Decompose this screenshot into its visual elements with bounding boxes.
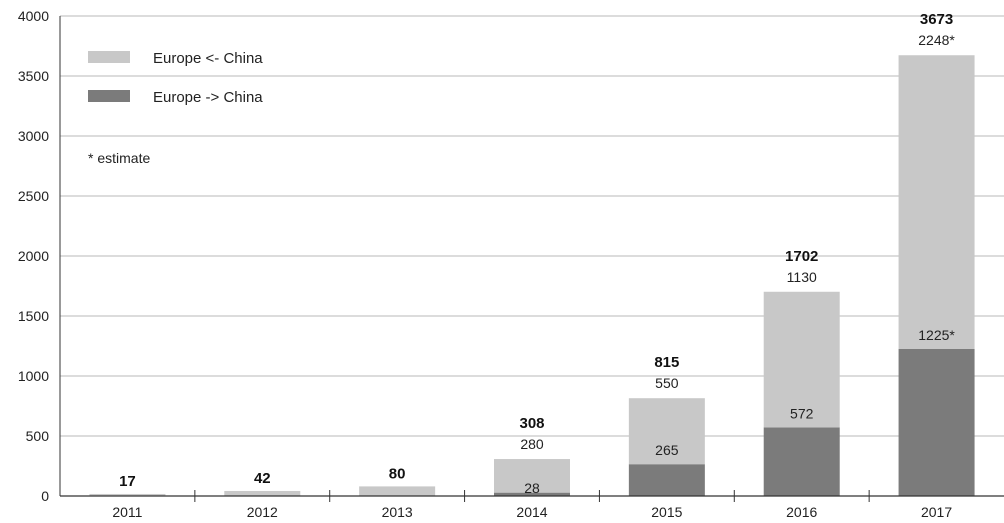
gridlines — [60, 15, 1004, 437]
legend-label-europe-from-china: Europe <- China — [153, 50, 263, 67]
bar-europe-from-china-2016 — [763, 291, 840, 428]
y-tick-label-3000: 3000 — [18, 128, 49, 144]
value-label-europe-to-china-2016: 572 — [790, 405, 814, 421]
y-tick-label-2500: 2500 — [18, 188, 49, 204]
value-label-europe-from-china-2014: 280 — [520, 436, 544, 452]
x-tick-label-2015: 2015 — [651, 504, 682, 520]
total-label-2015: 815 — [654, 354, 679, 371]
axes: 0 500 1000 1500 2000 2500 3000 3500 4000 2011 2012… — [18, 8, 1004, 520]
data-labels: 17 42 80 308 280 28 815 550 265 1702 1130 572 3673 22… — [119, 11, 955, 496]
total-label-2011: 17 — [119, 473, 136, 490]
y-tick-label-4000: 4000 — [18, 8, 49, 24]
y-tick-label-1500: 1500 — [18, 308, 49, 324]
x-tick-label-2016: 2016 — [786, 504, 817, 520]
estimate-note: * estimate — [88, 150, 150, 166]
y-tick-label-2000: 2000 — [18, 248, 49, 264]
x-tick-label-2011: 2011 — [112, 504, 142, 520]
bar-europe-to-china-2017 — [898, 349, 975, 496]
y-tick-label-1000: 1000 — [18, 368, 49, 384]
bar-europe-from-china-2014 — [494, 459, 570, 493]
total-label-2012: 42 — [254, 470, 271, 487]
value-label-europe-from-china-2015: 550 — [655, 375, 679, 391]
bar-europe-to-china-2016 — [763, 427, 840, 496]
total-label-2016: 1702 — [785, 248, 818, 265]
value-label-europe-to-china-2015: 265 — [655, 442, 679, 458]
bar-europe-from-china-2015 — [628, 398, 705, 465]
bar-europe-from-china-2012 — [224, 490, 301, 496]
bar-europe-to-china-2014 — [494, 492, 570, 496]
total-label-2017: 3673 — [920, 11, 953, 28]
legend-swatch-europe-to-china — [88, 90, 130, 102]
x-tick-label-2012: 2012 — [247, 504, 278, 520]
value-label-europe-from-china-2017: 2248* — [918, 32, 955, 48]
y-tick-label-500: 500 — [26, 428, 50, 444]
value-label-europe-to-china-2014: 28 — [524, 480, 540, 496]
legend-label-europe-to-china: Europe -> China — [153, 89, 263, 106]
legend-swatch-europe-from-china — [88, 51, 130, 63]
y-tick-label-3500: 3500 — [18, 68, 49, 84]
value-label-europe-from-china-2016: 1130 — [787, 269, 817, 285]
x-tick-label-2017: 2017 — [921, 504, 952, 520]
legend: Europe <- China Europe -> China — [88, 50, 263, 106]
value-label-europe-to-china-2017: 1225* — [918, 327, 955, 343]
bars — [89, 55, 975, 496]
bar-europe-from-china-2011 — [89, 493, 166, 496]
y-tick-label-0: 0 — [41, 488, 49, 504]
bar-europe-from-china-2017 — [898, 55, 975, 350]
bar-europe-to-china-2015 — [628, 464, 705, 496]
total-label-2014: 308 — [519, 415, 544, 432]
x-tick-label-2014: 2014 — [516, 504, 547, 520]
total-label-2013: 80 — [389, 465, 406, 482]
x-tick-label-2013: 2013 — [382, 504, 413, 520]
bar-europe-from-china-2013 — [359, 486, 436, 496]
